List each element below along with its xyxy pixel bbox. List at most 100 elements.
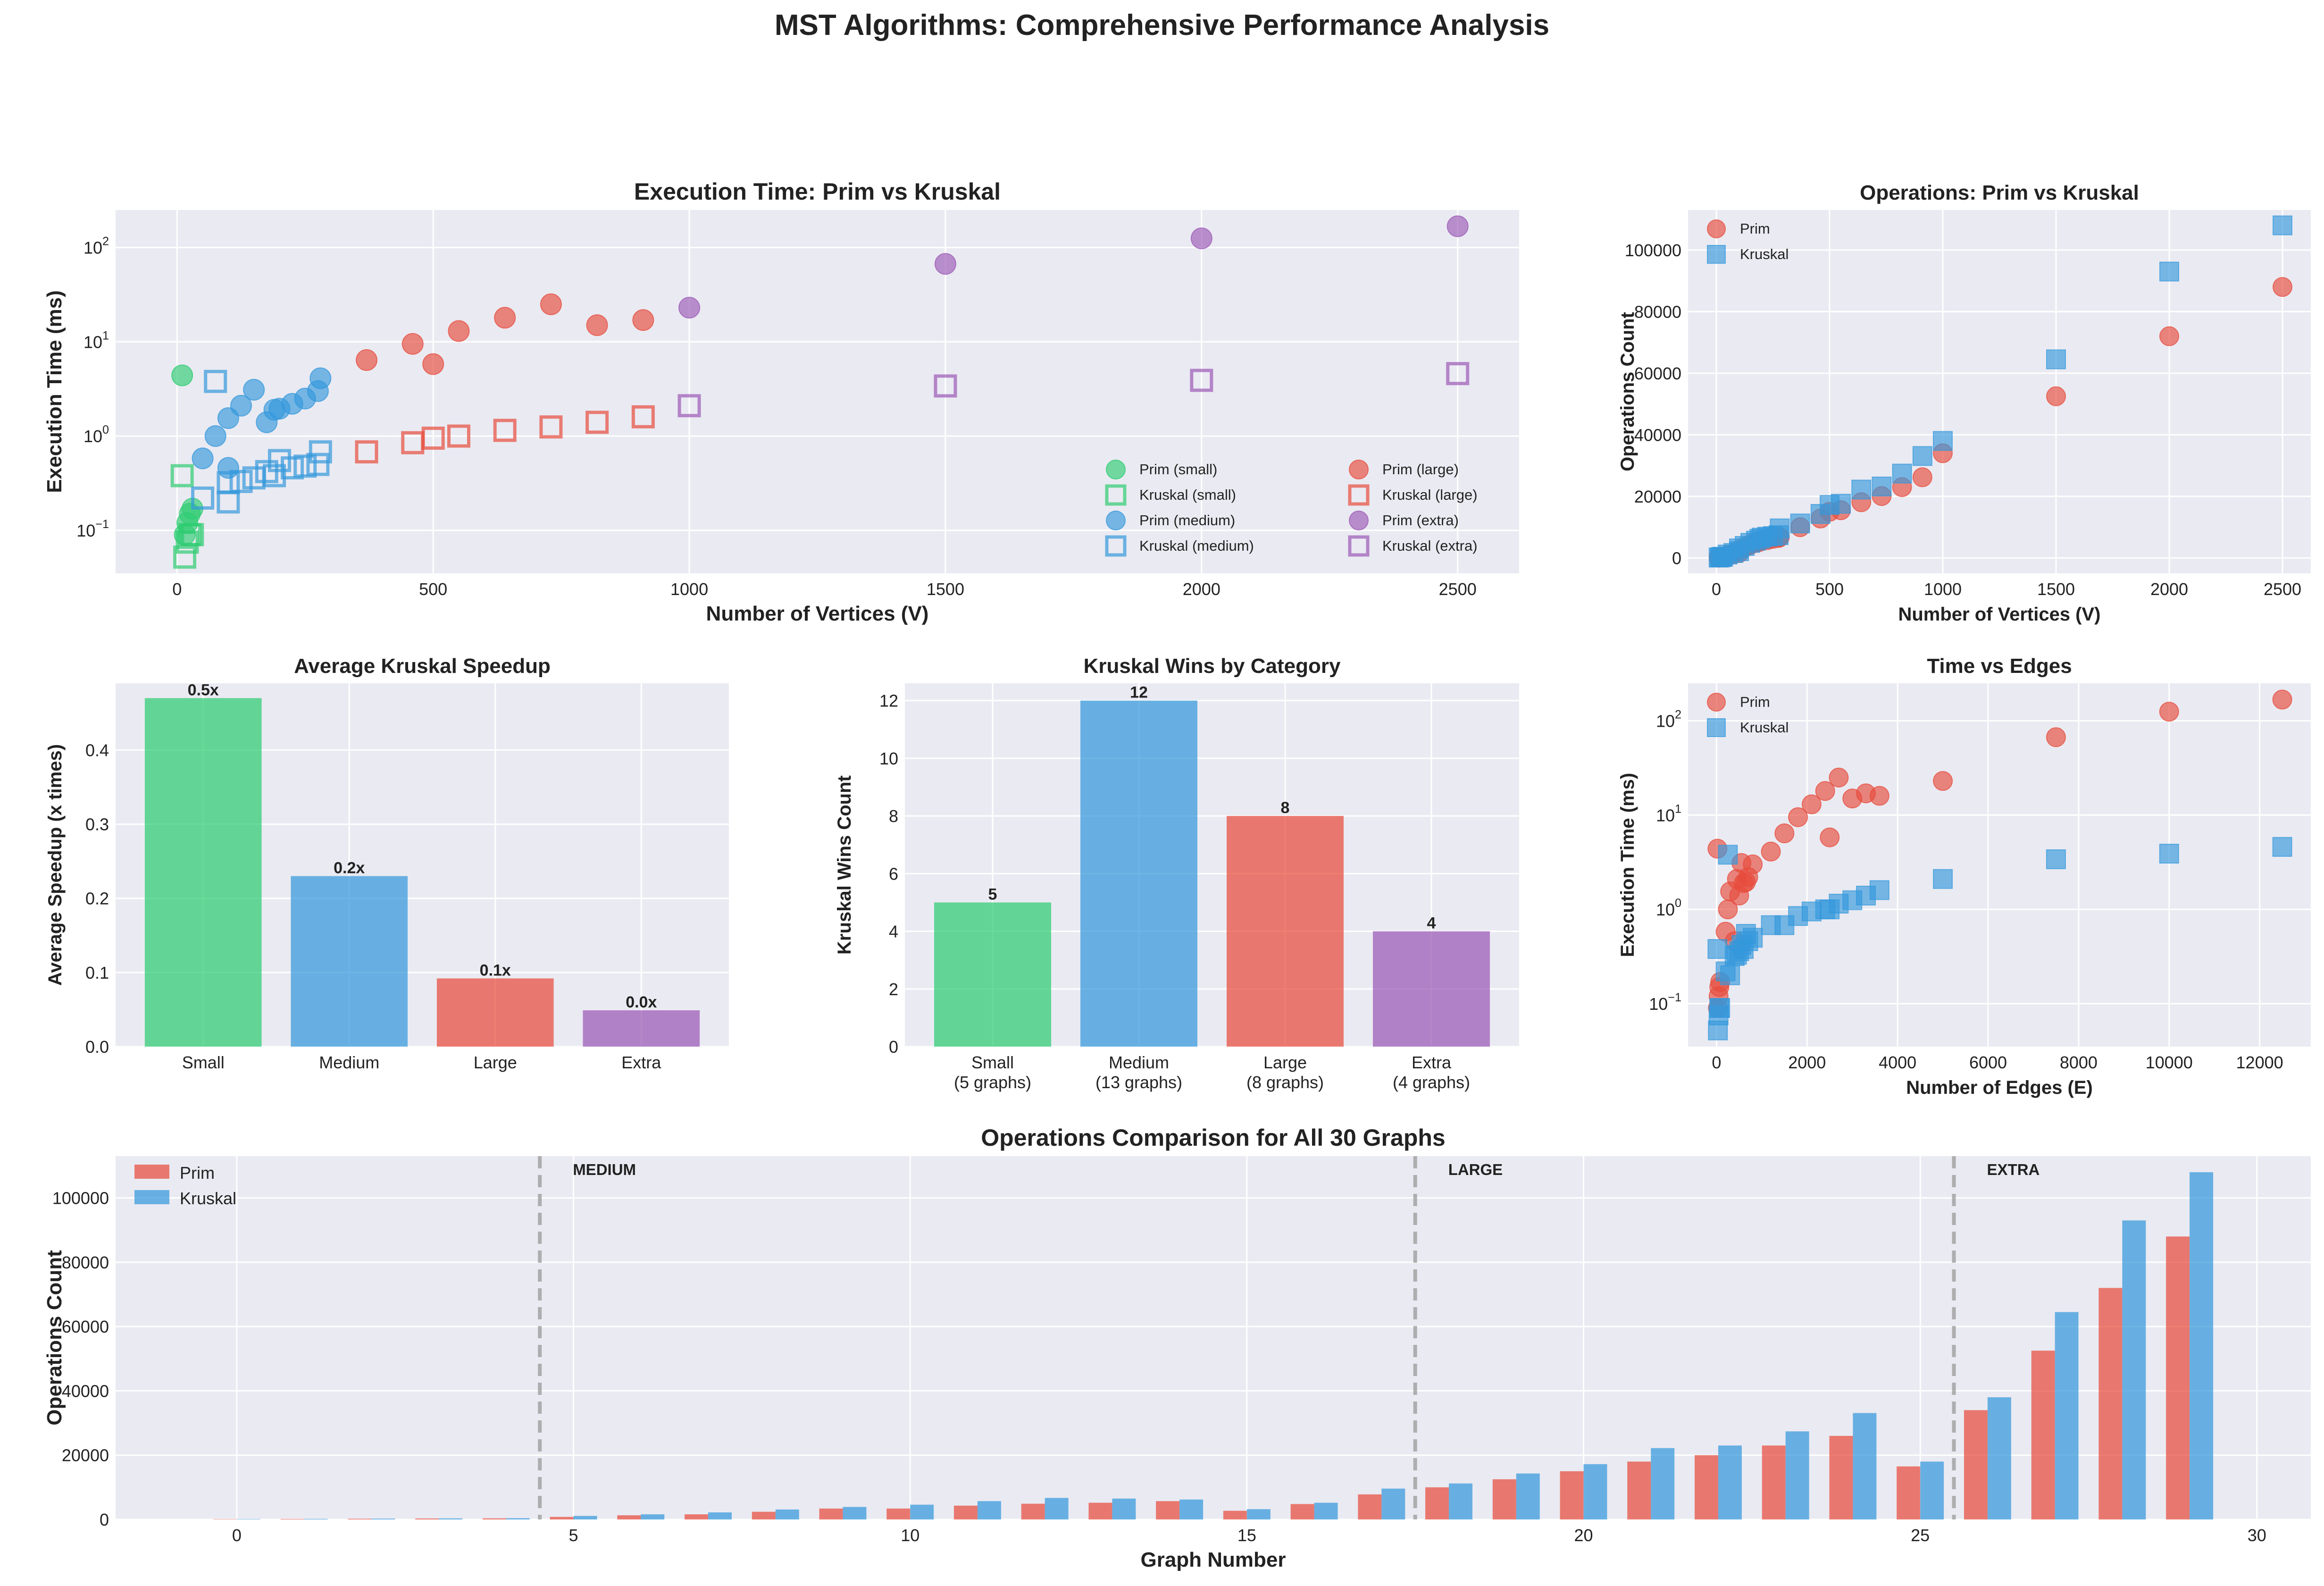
ops-all-bar-kruskal: [2190, 1172, 2214, 1519]
exec-time-legend-extra-circle-point: [1349, 511, 1369, 530]
wins-bar-extra: [1373, 931, 1490, 1047]
time-edges-prim-point-point: [1743, 854, 1763, 874]
wins-ytick-label: 4: [889, 922, 898, 941]
time-edges-xtick-label: 12000: [2236, 1053, 2283, 1072]
exec-time-extra-circle-point: [934, 253, 956, 275]
time-edges-kruskal-point-point: [1718, 845, 1738, 865]
time-edges-ytick-label: 10−1: [1649, 991, 1681, 1014]
ops-vertices-kruskal-point-point: [1831, 494, 1851, 514]
ops-vertices-legend-prim-point: [1707, 219, 1726, 238]
exec-time-legend-label: Prim (small): [1139, 461, 1217, 478]
wins-ytick-label: 2: [889, 980, 898, 999]
exec-time-medium-square-point: [217, 471, 240, 495]
exec-time-legend-large-circle-point: [1349, 460, 1369, 479]
ops-vertices-ytick-label: 20000: [1634, 487, 1681, 506]
ops-vertices-xtick-label: 1500: [2037, 579, 2075, 599]
time-edges-kruskal-point-point: [2272, 837, 2292, 857]
ops-all-bar-prim: [752, 1511, 776, 1519]
ops-vertices-ylabel: Operations Count: [1617, 312, 1638, 471]
time-edges-legend-kruskal-point: [1707, 718, 1726, 737]
ops-vertices-xtick-label: 0: [1712, 579, 1721, 599]
ops-vertices-kruskal-point-point: [1912, 446, 1932, 466]
ops-all-legend-label: Kruskal: [180, 1189, 236, 1208]
time-edges-legend-prim-point: [1707, 693, 1726, 712]
wins-ylabel: Kruskal Wins Count: [834, 775, 855, 955]
exec-time-medium-circle-point: [204, 425, 226, 447]
time-edges-ylabel: Execution Time (ms): [1617, 773, 1638, 957]
ops-all-bar-prim: [1492, 1479, 1516, 1519]
avg-speedup-xtick-label: Extra: [621, 1053, 661, 1072]
avg-speedup-ylabel: Average Speedup (x times): [45, 744, 66, 986]
ops-vertices-ytick-label: 0: [1672, 548, 1681, 568]
avg-speedup-bar-medium: [291, 876, 408, 1047]
exec-time-medium-circle-point: [230, 394, 252, 417]
ops-all-bar-kruskal: [641, 1514, 665, 1519]
chart-time-edges: Time vs Edges Number of Edges (E) Executio…: [1617, 655, 2311, 1098]
ops-all-bar-prim: [550, 1517, 574, 1519]
ops-vertices-ytick-label: 60000: [1634, 364, 1681, 383]
time-edges-xtick-label: 2000: [1788, 1053, 1826, 1072]
ops-all-ytick-label: 60000: [62, 1317, 109, 1336]
ops-all-bar-prim: [1829, 1435, 1853, 1519]
ops-all-bar-kruskal: [1045, 1498, 1069, 1519]
ops-all-bar-kruskal: [1987, 1397, 2011, 1519]
exec-time-large-square-point: [447, 424, 470, 448]
avg-speedup-xtick-label: Small: [182, 1053, 225, 1072]
ops-all-bar-prim: [1560, 1471, 1584, 1519]
avg-speedup-xtick-label: Medium: [319, 1053, 379, 1072]
wins-ytick-label: 10: [879, 749, 898, 768]
exec-time-extra-square-point: [1190, 369, 1213, 392]
ops-vertices-kruskal-point-point: [1933, 431, 1953, 451]
time-edges-kruskal-point-point: [1707, 939, 1728, 959]
avg-speedup-ytick-label: 0.2: [85, 889, 109, 908]
avg-speedup-ytick-label: 0.0: [85, 1037, 109, 1057]
ops-vertices-xlabel: Number of Vertices (V): [1898, 604, 2100, 625]
ops-all-bar-kruskal: [843, 1507, 867, 1519]
exec-time-medium-square-point: [263, 464, 286, 487]
exec-time-xtick-label: 2000: [1183, 579, 1221, 599]
ops-all-bar-kruskal: [775, 1509, 799, 1519]
ops-all-xtick-label: 10: [901, 1526, 920, 1545]
ops-all-bar-kruskal: [2122, 1220, 2146, 1519]
ops-all-bar-prim: [1425, 1487, 1449, 1519]
exec-time-large-circle-point: [632, 309, 654, 331]
ops-all-ylabel: Operations Count: [43, 1250, 66, 1426]
ops-all-bar-prim: [953, 1505, 978, 1519]
exec-time-legend-label: Kruskal (small): [1139, 487, 1236, 503]
exec-time-medium-square-point: [306, 453, 330, 476]
exec-time-medium-square-point: [229, 470, 253, 493]
ops-all-bar-prim: [2031, 1351, 2055, 1519]
ops-all-ytick-label: 100000: [52, 1189, 109, 1208]
exec-time-large-circle-point: [586, 314, 608, 336]
ops-all-bar-kruskal: [1246, 1509, 1271, 1519]
time-edges-ytick-label: 101: [1656, 802, 1681, 825]
ops-all-legend-label: Prim: [180, 1163, 215, 1183]
wins-xtick-label: Extra: [1412, 1053, 1452, 1072]
ops-all-separator-label: LARGE: [1448, 1161, 1503, 1178]
ops-vertices-legend-label: Kruskal: [1740, 246, 1789, 262]
ops-all-ytick-label: 0: [100, 1510, 109, 1529]
exec-time-legend-label: Prim (extra): [1382, 512, 1459, 529]
time-edges-xlabel: Number of Edges (E): [1906, 1077, 2093, 1098]
exec-time-large-square-point: [421, 427, 445, 450]
exec-time-medium-square-point: [191, 486, 215, 510]
ops-vertices-kruskal-point-point: [2159, 261, 2179, 282]
exec-time-ytick-label: 102: [84, 235, 109, 258]
time-edges-prim-point-point: [1815, 781, 1835, 801]
exec-time-ytick-label: 10−1: [76, 518, 109, 540]
chart-wins: Kruskal Wins by Category Kruskal Wins Cou…: [834, 655, 1519, 1092]
time-edges-title: Time vs Edges: [1927, 655, 2072, 678]
ops-all-bar-kruskal: [1381, 1488, 1405, 1519]
ops-all-xtick-label: 30: [2248, 1526, 2266, 1545]
time-edges-kruskal-point-point: [1933, 869, 1953, 889]
time-edges-prim-point-point: [2272, 689, 2292, 710]
ops-vertices-title: Operations: Prim vs Kruskal: [1860, 181, 2139, 204]
time-edges-xtick-label: 6000: [1969, 1053, 2007, 1072]
avg-speedup-value-label: 0.1x: [480, 961, 511, 979]
wins-xtick-label: Large: [1263, 1053, 1307, 1072]
ops-vertices-prim-point-point: [2046, 386, 2066, 406]
wins-bar-medium: [1080, 700, 1197, 1047]
avg-speedup-bar-extra: [583, 1010, 700, 1047]
exec-time-large-square-point: [493, 419, 517, 442]
